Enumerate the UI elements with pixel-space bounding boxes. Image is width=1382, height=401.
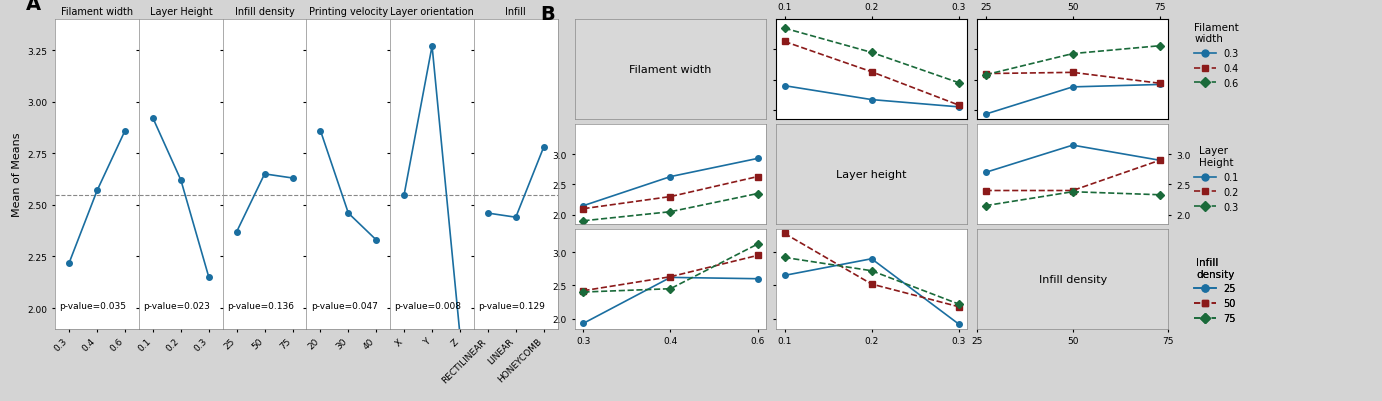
Text: A: A xyxy=(26,0,41,14)
Text: p-value=0.035: p-value=0.035 xyxy=(59,301,127,310)
Text: p-value=0.047: p-value=0.047 xyxy=(311,301,377,310)
Y-axis label: Mean of Means: Mean of Means xyxy=(12,132,22,217)
Text: Layer Height: Layer Height xyxy=(149,7,213,17)
Text: p-value=0.129: p-value=0.129 xyxy=(478,301,545,310)
Text: Printing velocity: Printing velocity xyxy=(308,7,388,17)
Text: p-value=0.136: p-value=0.136 xyxy=(227,301,294,310)
Text: Filament width: Filament width xyxy=(629,65,712,75)
Text: B: B xyxy=(540,5,556,24)
Text: Infill: Infill xyxy=(506,7,527,17)
Text: Infill density: Infill density xyxy=(1038,274,1107,284)
Text: p-value=0.023: p-value=0.023 xyxy=(144,301,210,310)
Text: p-value=0.008: p-value=0.008 xyxy=(394,301,462,310)
Legend: 25, 50, 75: 25, 50, 75 xyxy=(1190,253,1240,327)
Text: Filament width: Filament width xyxy=(61,7,133,17)
Text: Infill density: Infill density xyxy=(235,7,294,17)
Text: Layer height: Layer height xyxy=(836,170,907,179)
Text: Layer orientation: Layer orientation xyxy=(390,7,474,17)
